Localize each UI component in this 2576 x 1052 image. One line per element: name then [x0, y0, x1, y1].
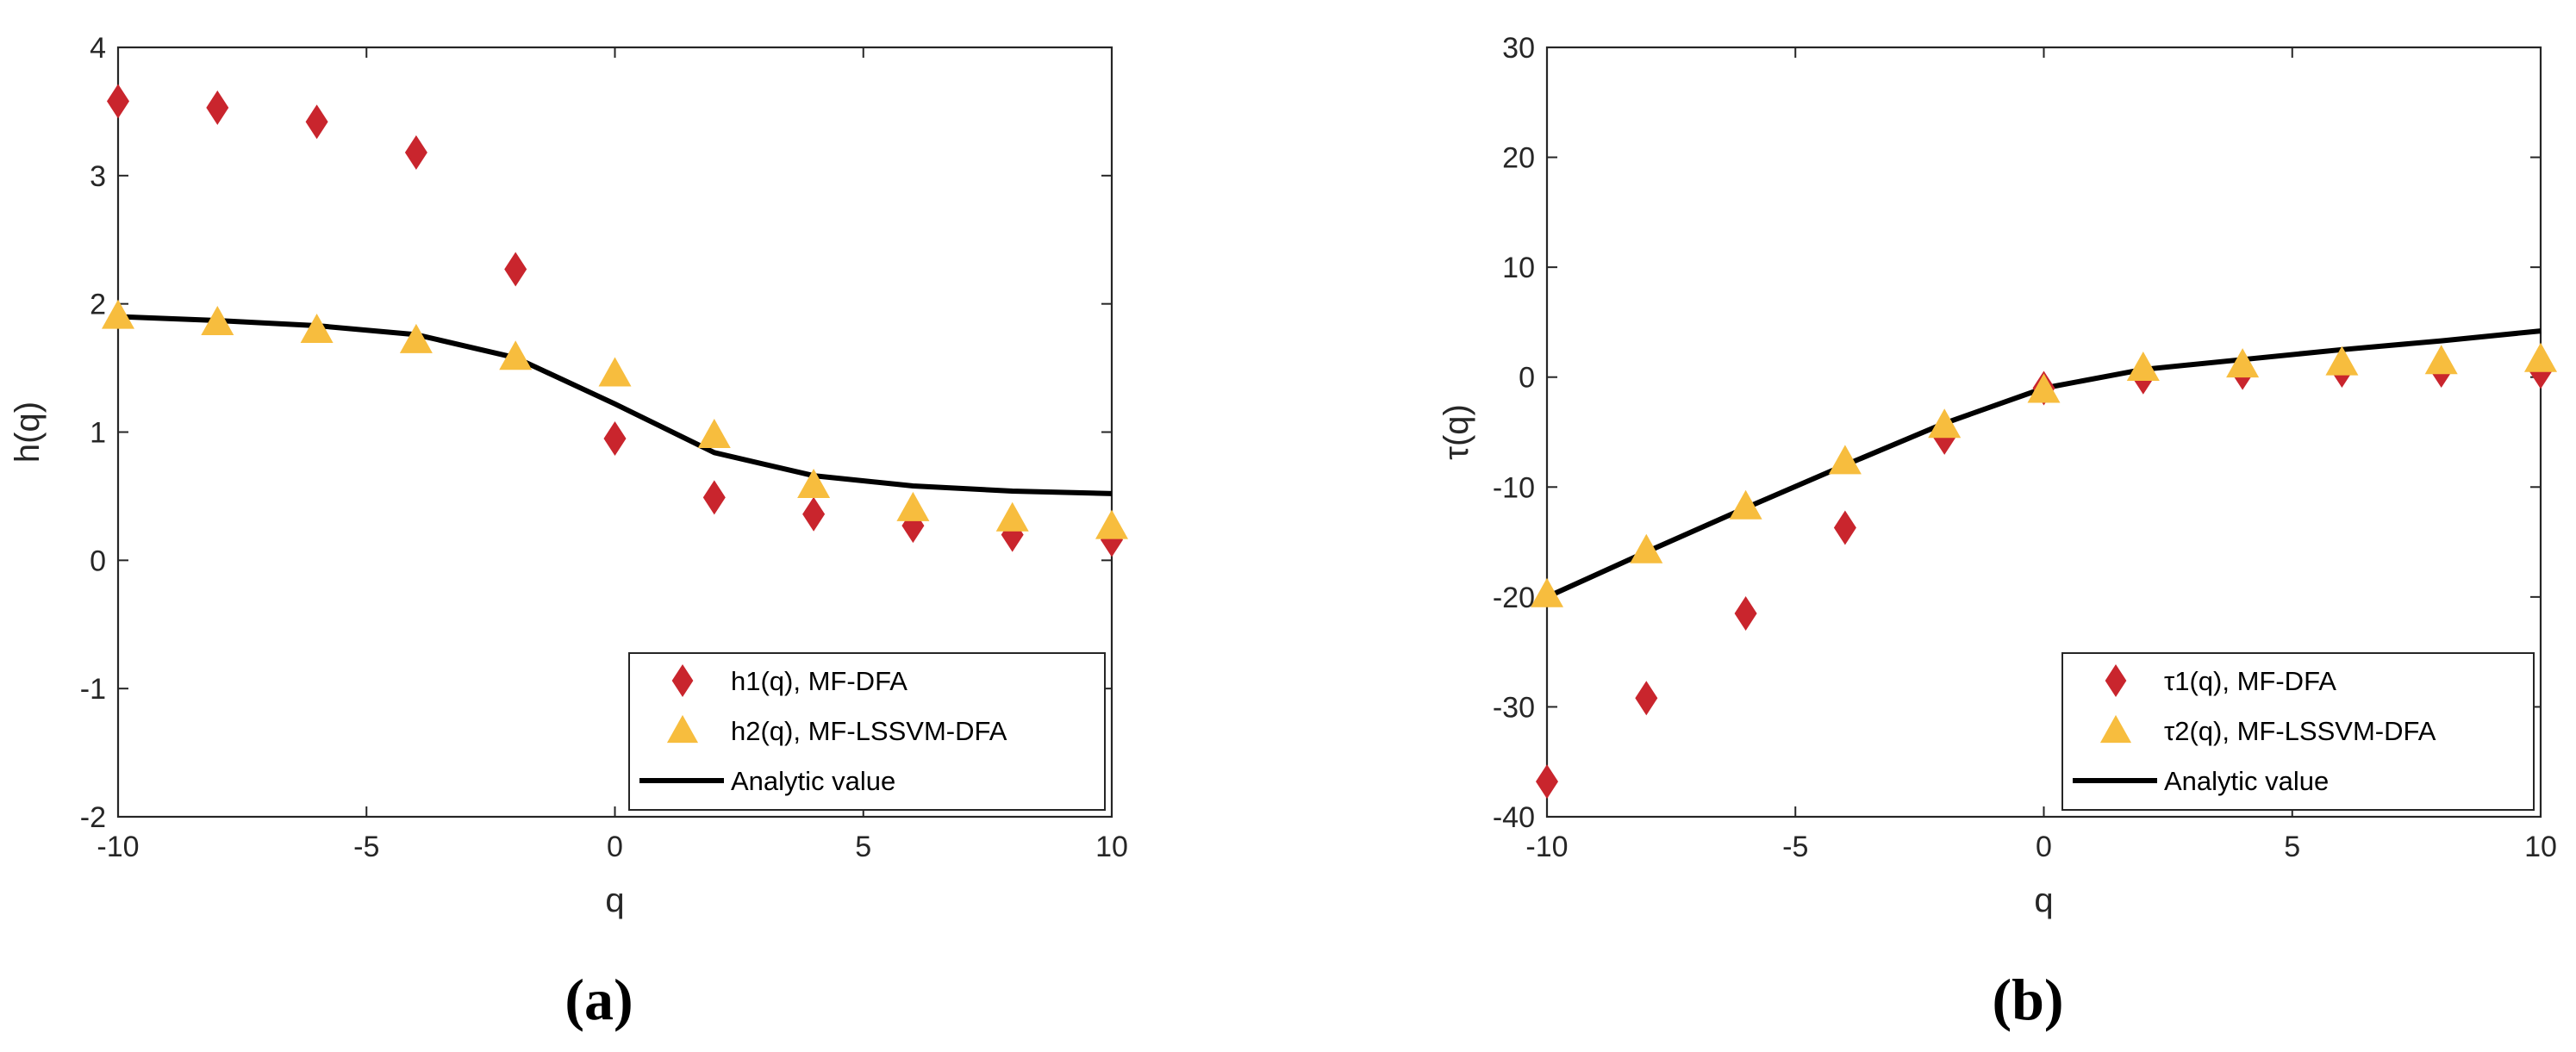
diamond-marker [671, 664, 694, 697]
triangle-marker [499, 340, 533, 370]
triangle-marker [1729, 489, 1762, 520]
diamond-marker [1734, 595, 1757, 631]
triangle-marker [399, 323, 433, 353]
diamond-marker [504, 252, 527, 287]
triangle-marker [2099, 714, 2132, 744]
y-tick-label: 20 [1502, 142, 1535, 175]
y-tick-label: 0 [1519, 362, 1535, 395]
diamond-marker [1635, 681, 1658, 716]
legend-label: h1(q), MF-DFA [731, 666, 908, 696]
x-tick-label: -10 [97, 831, 139, 863]
legend: τ1(q), MF-DFA τ2(q), MF-LSSVM-DFA Analytic… [2061, 652, 2535, 811]
y-tick-label: -10 [1493, 471, 1535, 504]
y-axis-label: h(q) [9, 402, 47, 463]
diamond-marker [1833, 510, 1856, 545]
triangle-marker [1828, 445, 1862, 475]
legend-label: h2(q), MF-LSSVM-DFA [731, 716, 1007, 746]
triangle-marker [666, 714, 699, 744]
panel-label: (b) [1992, 967, 2063, 1032]
triangle-marker [102, 299, 134, 329]
x-tick-label: 5 [855, 831, 871, 863]
x-axis-label: q [605, 881, 624, 919]
triangle-marker [201, 306, 234, 336]
x-tick-label: -5 [353, 831, 379, 863]
diamond-marker [305, 104, 328, 140]
x-tick-label: 0 [2036, 831, 2052, 863]
triangle-marker [300, 313, 334, 343]
y-tick-label: -30 [1493, 691, 1535, 724]
diamond-marker [2105, 664, 2127, 697]
x-tick-label: 10 [2524, 831, 2557, 863]
y-tick-label: 0 [90, 545, 106, 577]
legend-label: Analytic value [2164, 766, 2329, 796]
y-tick-label: 30 [1502, 32, 1535, 65]
diamond-marker [702, 480, 726, 515]
x-axis-label: q [2034, 881, 2053, 919]
chart-panel-b: -10 -5 0 5 10 -40 -30 -20 -10 0 10 20 30 q τ(q) (b) τ1(q… [1438, 32, 2557, 1032]
y-tick-label: 1 [90, 417, 106, 450]
y-tick-label: 3 [90, 160, 106, 193]
diamond-marker [603, 420, 627, 456]
triangle-marker [797, 469, 831, 499]
x-tick-label: -10 [1525, 831, 1568, 863]
y-axis-label: τ(q) [1438, 404, 1475, 460]
x-tick-label: -5 [1782, 831, 1808, 863]
triangle-marker [1531, 577, 1563, 607]
panel-label: (a) [564, 967, 633, 1032]
triangle-marker [995, 501, 1029, 532]
diamond-marker [206, 90, 229, 125]
y-tick-label: 2 [90, 289, 106, 321]
y-tick-label: 4 [90, 32, 106, 65]
triangle-marker [896, 491, 930, 521]
x-tick-label: 10 [1095, 831, 1128, 863]
triangle-marker [2226, 348, 2260, 378]
legend-label: τ2(q), MF-LSSVM-DFA [2164, 716, 2436, 746]
triangle-marker [2027, 373, 2061, 403]
y-tick-label: -1 [80, 673, 106, 706]
triangle-marker [1095, 509, 1128, 539]
triangle-marker [598, 357, 632, 387]
analytic-line [117, 314, 1113, 496]
triangle-marker [2126, 351, 2160, 381]
y-tick-label: 10 [1502, 252, 1535, 284]
legend-box [628, 652, 1106, 811]
diamond-marker [1536, 764, 1558, 800]
triangle-marker [697, 418, 731, 448]
diamond-marker [404, 135, 427, 171]
triangle-marker [2424, 345, 2458, 375]
legend-label: τ1(q), MF-DFA [2164, 666, 2336, 696]
y-tick-label: -20 [1493, 582, 1535, 614]
triangle-marker [2524, 342, 2557, 372]
x-tick-label: 0 [607, 831, 623, 863]
y-tick-label: -2 [80, 801, 106, 834]
legend-label: Analytic value [731, 766, 895, 796]
diamond-marker [802, 496, 826, 532]
triangle-marker [2325, 345, 2359, 376]
triangle-marker [1630, 533, 1663, 563]
triangle-marker [1928, 408, 1962, 439]
legend: h1(q), MF-DFA h2(q), MF-LSSVM-DFA Analytic… [628, 652, 1106, 811]
legend-box [2061, 652, 2535, 811]
x-tick-label: 5 [2284, 831, 2300, 863]
diamond-marker [107, 84, 129, 119]
y-tick-label: -40 [1493, 801, 1535, 834]
